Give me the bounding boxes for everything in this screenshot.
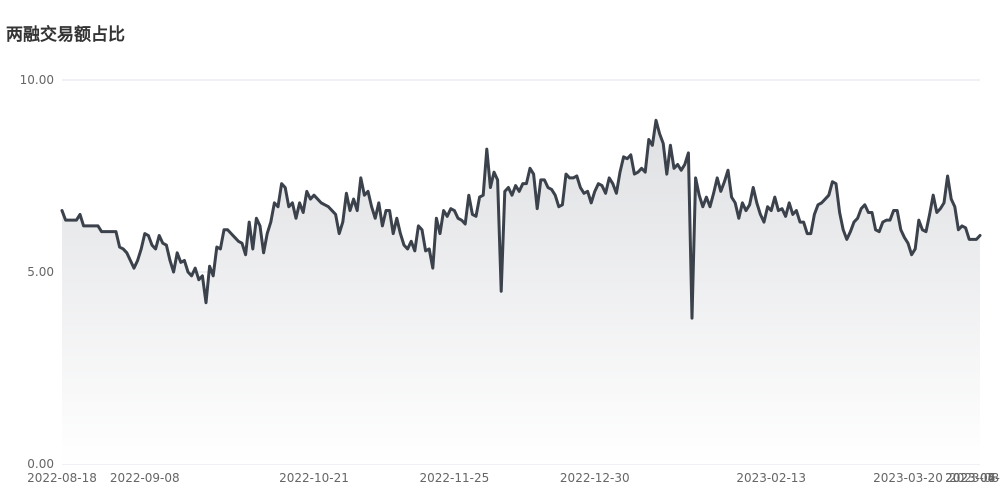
x-axis-labels: 2022-08-18 2022-09-08 2022-10-21 2022-11-25…: [27, 471, 1000, 485]
x-tick-label: 2022-11-25: [420, 471, 490, 485]
x-tick-label: 2022-08-18: [27, 471, 97, 485]
y-tick-label: 0.00: [27, 457, 54, 471]
x-tick-label: 2023-07-11: [945, 471, 1000, 485]
y-tick-label: 5.00: [27, 265, 54, 279]
x-tick-label: 2023-08-1: [949, 471, 1000, 485]
x-tick-label: 2022-12-30: [560, 471, 630, 485]
x-tick-label: 2022-10-21: [279, 471, 349, 485]
x-tick-label: 2023-02-13: [736, 471, 806, 485]
x-tick-label: 2023-04-25: [945, 471, 1000, 485]
y-tick-label: 10.00: [20, 73, 54, 87]
x-tick-label: 2023-03-20: [873, 471, 943, 485]
x-tick-label: 2022-09-08: [110, 471, 180, 485]
chart-title: 两融交易额占比: [6, 25, 125, 45]
x-tick-label: 2023-06-02: [945, 471, 1000, 485]
y-axis-labels: 0.00 5.00 10.00: [20, 73, 54, 471]
series-area: [62, 120, 980, 464]
series-line: [60, 118, 982, 320]
